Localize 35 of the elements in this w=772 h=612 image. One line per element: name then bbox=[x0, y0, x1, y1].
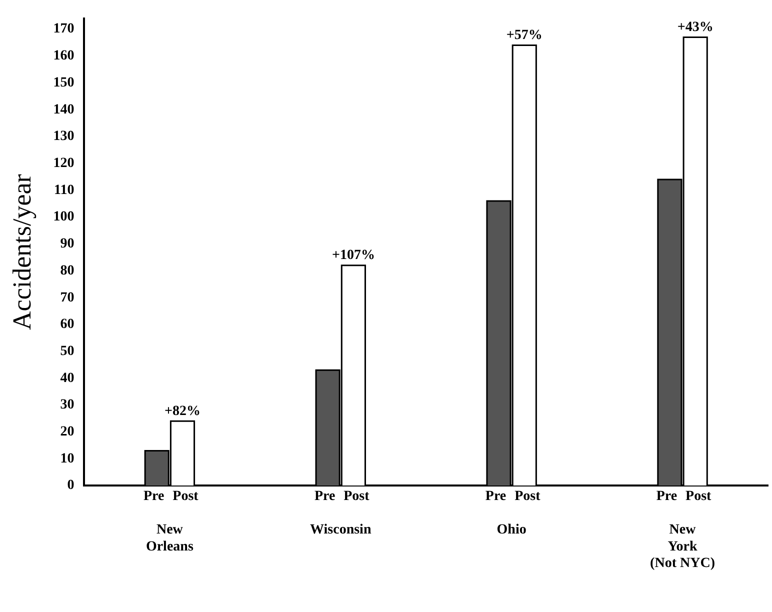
annotation: +57% bbox=[506, 28, 542, 43]
y-tick-label: 20 bbox=[60, 424, 74, 440]
text: Pre bbox=[314, 489, 336, 504]
annotation: +107% bbox=[332, 248, 375, 264]
x-tick-label: Wisconsin bbox=[310, 522, 372, 538]
y-tick-label: 50 bbox=[60, 344, 74, 359]
text: Post bbox=[344, 489, 370, 504]
y-tick-label: 150 bbox=[53, 75, 74, 90]
series-label: Post bbox=[172, 489, 199, 504]
x-tick-label: New York (Not NYC) bbox=[650, 522, 716, 572]
x-tick-label: New Orleans bbox=[146, 522, 194, 554]
y-tick-label: 120 bbox=[53, 156, 74, 171]
annotation: +82% bbox=[164, 404, 200, 419]
y-tick-label: 0 bbox=[67, 478, 74, 494]
y-tick-label: 60 bbox=[60, 317, 74, 332]
y-tick-label: 160 bbox=[53, 48, 74, 64]
text: Pre bbox=[485, 489, 506, 504]
annotation: +43% bbox=[677, 20, 714, 35]
y-tick-label: 40 bbox=[60, 370, 74, 386]
text: Pre bbox=[656, 489, 678, 504]
y-tick-label: 70 bbox=[60, 290, 74, 306]
y-tick-label: 170 bbox=[53, 22, 74, 37]
x-tick-label: Ohio bbox=[496, 522, 526, 538]
y-tick-label: 80 bbox=[60, 263, 74, 278]
y-axis-title: Accidents/year bbox=[7, 174, 36, 330]
y-tick-label: 10 bbox=[60, 451, 74, 466]
y-tick-label: 100 bbox=[53, 210, 74, 225]
y-tick-label: 110 bbox=[54, 182, 74, 198]
y-tick-label: 90 bbox=[60, 236, 74, 252]
y-tick-label: 140 bbox=[53, 102, 74, 118]
y-tick-label: 30 bbox=[60, 398, 74, 413]
y-tick-label: 130 bbox=[53, 129, 74, 144]
text: Post bbox=[686, 489, 712, 504]
series-label: Pre bbox=[143, 489, 164, 504]
text: Post bbox=[514, 489, 540, 504]
